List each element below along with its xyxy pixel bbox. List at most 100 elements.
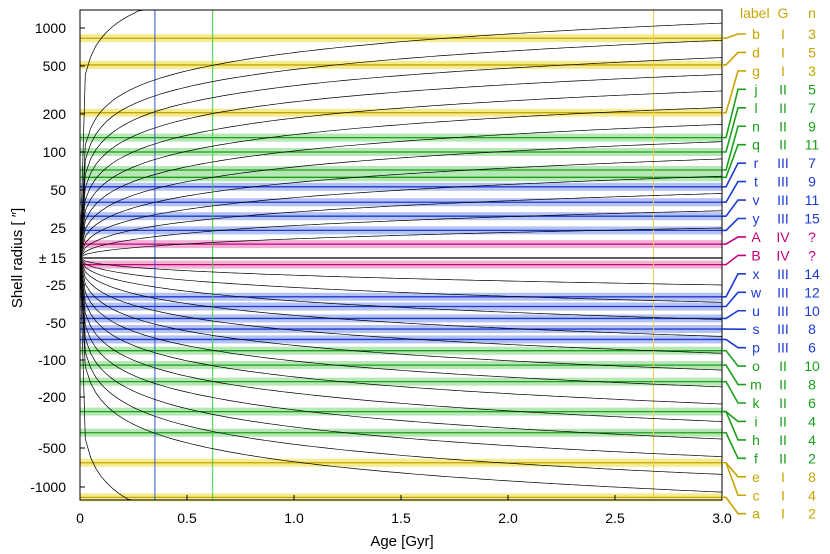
legend-n: 7 bbox=[808, 155, 816, 171]
legend-connector bbox=[722, 199, 746, 218]
legend-group: III bbox=[777, 211, 789, 227]
legend-label: q bbox=[752, 137, 760, 153]
legend-connector bbox=[722, 410, 746, 423]
legend-group: I bbox=[781, 469, 785, 485]
legend-n: 3 bbox=[808, 63, 816, 79]
x-tick-label: 2.5 bbox=[605, 510, 625, 526]
legend-label: i bbox=[754, 413, 757, 429]
legend-group: IV bbox=[776, 247, 790, 263]
legend-n: 10 bbox=[804, 303, 820, 319]
y-tick-label: 200 bbox=[43, 106, 67, 122]
y-tick-label: -1000 bbox=[30, 479, 66, 495]
expansion-curve bbox=[79, 57, 723, 259]
legend-n: 4 bbox=[808, 432, 816, 448]
legend-label: e bbox=[752, 469, 760, 485]
expansion-curve bbox=[79, 257, 723, 286]
legend-connector bbox=[722, 431, 746, 460]
legend-connector bbox=[722, 51, 746, 66]
legend-n: ? bbox=[808, 229, 816, 245]
expansion-curve bbox=[79, 257, 723, 405]
y-tick-label: -500 bbox=[38, 440, 66, 456]
legend-group: III bbox=[777, 340, 789, 356]
legend-connector bbox=[722, 217, 746, 232]
legend-connector bbox=[722, 88, 746, 139]
legend-connector bbox=[722, 496, 746, 515]
legend-group: II bbox=[779, 395, 787, 411]
legend-group: I bbox=[781, 506, 785, 522]
y-tick-label: -200 bbox=[38, 389, 66, 405]
expansion-curves bbox=[79, 9, 723, 501]
legend-label: f bbox=[754, 450, 758, 466]
legend-group: II bbox=[779, 358, 787, 374]
x-axis-ticks: 0 0.5 1.0 1.5 2.0 2.5 3.0 bbox=[76, 495, 732, 526]
legend-n: 5 bbox=[808, 81, 816, 97]
legend-n: 8 bbox=[808, 321, 816, 337]
legend-n: 15 bbox=[804, 211, 820, 227]
legend-connector bbox=[722, 461, 746, 478]
legend-connector bbox=[722, 125, 746, 171]
legend-group: I bbox=[781, 44, 785, 60]
age-markers bbox=[154, 10, 655, 500]
legend-connector bbox=[722, 380, 746, 404]
legend-n: 9 bbox=[808, 174, 816, 190]
expansion-curve bbox=[79, 257, 723, 493]
x-tick-label: 2.0 bbox=[498, 510, 518, 526]
expansion-curve bbox=[79, 257, 723, 440]
legend-label: r bbox=[754, 155, 759, 171]
legend-n: ? bbox=[808, 247, 816, 263]
expansion-curve bbox=[79, 257, 723, 388]
y-tick-label: ± 15 bbox=[39, 250, 66, 266]
legend-label: l bbox=[754, 100, 757, 116]
legend-n: 11 bbox=[805, 137, 820, 153]
expansion-curve bbox=[79, 210, 723, 259]
legend-n: 4 bbox=[808, 487, 816, 503]
legend-n: 14 bbox=[804, 266, 820, 282]
x-axis-label: Age [Gyr] bbox=[370, 533, 433, 550]
legend-connector bbox=[722, 33, 746, 40]
expansion-curve bbox=[79, 257, 723, 337]
legend-header: label bbox=[740, 5, 770, 21]
y-tick-label: 500 bbox=[43, 58, 67, 74]
legend-label: a bbox=[752, 506, 760, 522]
expansion-curve bbox=[79, 257, 723, 458]
legend-connector bbox=[722, 291, 746, 308]
legend-n: 2 bbox=[808, 506, 816, 522]
legend-n: 8 bbox=[808, 377, 816, 393]
legend-connector bbox=[722, 338, 746, 349]
legend-n: 6 bbox=[808, 395, 816, 411]
legend-label: A bbox=[751, 229, 761, 245]
legend-label: d bbox=[752, 44, 760, 60]
expansion-curve bbox=[79, 124, 723, 259]
legend-n: 4 bbox=[808, 413, 816, 429]
legend-label: g bbox=[752, 63, 760, 79]
legend-n: 11 bbox=[805, 192, 820, 208]
legend-group: IV bbox=[776, 229, 790, 245]
legend-n: 8 bbox=[808, 469, 816, 485]
expansion-curve bbox=[79, 257, 723, 475]
legend-connector bbox=[722, 107, 746, 153]
legend-group: III bbox=[777, 192, 789, 208]
legend-group: II bbox=[779, 118, 787, 134]
legend-group: III bbox=[777, 284, 789, 300]
legend-label: t bbox=[754, 174, 758, 190]
expansion-curve bbox=[79, 39, 723, 259]
x-tick-label: 3.0 bbox=[712, 510, 732, 526]
legend-connector bbox=[722, 180, 746, 204]
legend-group: III bbox=[777, 266, 789, 282]
expansion-curve bbox=[79, 107, 723, 259]
legend-label: b bbox=[752, 26, 760, 42]
expansion-curve bbox=[79, 90, 723, 259]
expansion-curve bbox=[79, 257, 723, 354]
legend-label: s bbox=[753, 321, 760, 337]
expansion-curve bbox=[79, 141, 723, 259]
legend-connector bbox=[722, 143, 746, 179]
legend-group: III bbox=[777, 174, 789, 190]
expansion-curve bbox=[79, 158, 723, 259]
legend-group: III bbox=[777, 303, 789, 319]
expansion-curve bbox=[79, 22, 723, 259]
legend-label: j bbox=[753, 81, 757, 97]
y-tick-label: 1000 bbox=[35, 20, 66, 36]
legend-group: II bbox=[779, 81, 787, 97]
expansion-curve bbox=[79, 257, 723, 371]
